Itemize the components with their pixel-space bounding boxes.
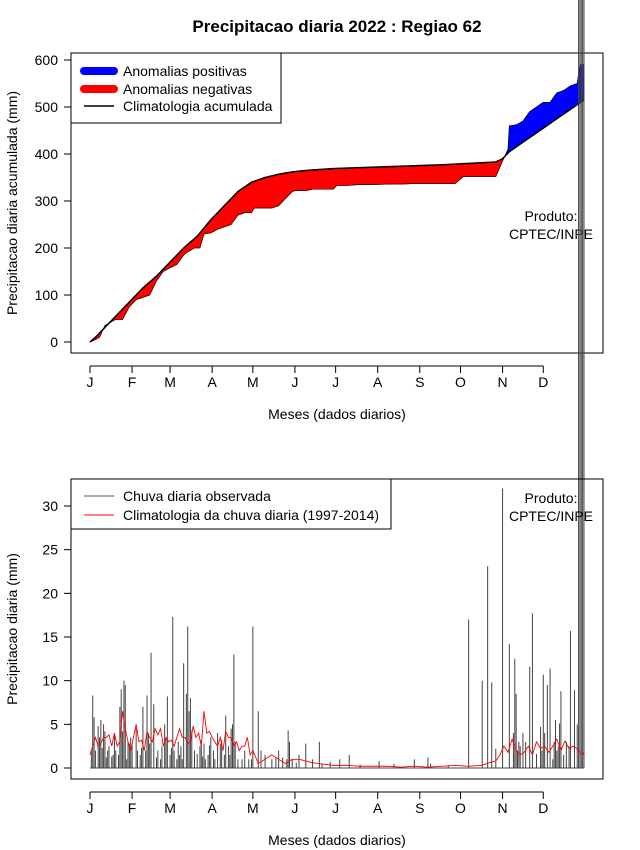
y-tick-label-1-3: 300: [35, 193, 59, 209]
daily-chart: 0 5 10 15 20 25 30 J F M A M J J A S O N D Precipitacao d…: [4, 0, 604, 848]
product-label-1: Produto:: [525, 208, 578, 224]
x-tick-label-2-8: S: [415, 800, 424, 816]
legend-box-2: [70, 478, 392, 530]
y-tick-label-2-4: 20: [42, 585, 58, 601]
x-tick-label-1-11: D: [538, 374, 548, 390]
y-tick-label-1-4: 400: [35, 146, 59, 162]
x-tick-label-1-8: S: [415, 374, 424, 390]
y-axis-2: 0 5 10 15 20 25 30: [42, 498, 71, 776]
x-tick-label-1-1: F: [128, 374, 137, 390]
y-tick-label-2-1: 5: [50, 716, 58, 732]
y-tick-label-2-0: 0: [50, 760, 58, 776]
x-tick-label-1-10: N: [498, 374, 508, 390]
x-tick-label-1-6: J: [332, 374, 339, 390]
x-tick-label-2-6: J: [332, 800, 339, 816]
legend-label-climatology-daily: Climatologia da chuva diaria (1997-2014): [123, 507, 379, 523]
x-tick-label-2-2: M: [164, 800, 176, 816]
y-tick-label-1-5: 500: [35, 99, 59, 115]
x-tick-label-2-7: A: [373, 800, 383, 816]
x-tick-label-1-0: J: [87, 374, 94, 390]
y-tick-label-1-1: 100: [35, 287, 59, 303]
y-axis-label-1: Precipitacao diaria acumulada (mm): [4, 91, 20, 315]
x-tick-label-2-9: O: [455, 800, 466, 816]
observed-cumulative-line: [89, 64, 584, 343]
x-tick-label-1-7: A: [373, 374, 383, 390]
legend-label-negative: Anomalias negativas: [123, 81, 252, 97]
x-axis-label-1: Meses (dados diarios): [268, 406, 406, 422]
x-tick-label-1-5: J: [291, 374, 298, 390]
x-tick-label-1-2: M: [164, 374, 176, 390]
legend-1: Anomalias positivas Anomalias negativas …: [70, 52, 282, 124]
x-tick-label-2-0: J: [87, 800, 94, 816]
x-tick-label-2-11: D: [538, 800, 548, 816]
y-tick-label-2-6: 30: [42, 498, 58, 514]
y-tick-label-1-6: 600: [35, 52, 59, 68]
legend-label-observed: Chuva diaria observada: [123, 488, 271, 504]
y-tick-label-2-2: 10: [42, 673, 58, 689]
y-tick-label-1-2: 200: [35, 240, 59, 256]
legend-2: Chuva diaria observada Climatologia da c…: [70, 478, 392, 530]
x-axis-label-2: Meses (dados diarios): [268, 832, 406, 848]
x-tick-label-2-4: M: [247, 800, 259, 816]
y-tick-label-1-0: 0: [50, 334, 58, 350]
x-tick-label-2-1: F: [128, 800, 137, 816]
y-axis-label-2: Precipitacao diaria (mm): [4, 553, 20, 705]
y-axis-1: 0 100 200 300 400 500 600: [35, 52, 71, 350]
daily-climatology-line: [89, 711, 585, 768]
x-tick-label-1-4: M: [247, 374, 259, 390]
y-tick-label-2-5: 25: [42, 542, 58, 558]
x-tick-label-2-10: N: [498, 800, 508, 816]
product-source-2: CPTEC/INPE: [509, 508, 593, 524]
x-tick-label-2-3: A: [207, 800, 217, 816]
y-tick-label-2-3: 15: [42, 629, 58, 645]
legend-label-climatology: Climatologia acumulada: [123, 98, 273, 114]
plot-frame-1: [70, 52, 604, 354]
product-label-2: Produto:: [525, 490, 578, 506]
climatology-cumulative-line: [89, 99, 585, 343]
daily-rain-bars: [90, 0, 585, 769]
chart-title: Precipitacao diaria 2022 : Regiao 62: [192, 17, 481, 36]
cumulative-chart: 0 100 200 300 400 500 600 J F M A M J J A S O N D Precipi…: [4, 52, 604, 422]
legend-label-positive: Anomalias positivas: [123, 63, 247, 79]
x-tick-label-1-3: A: [207, 374, 217, 390]
x-tick-label-2-5: J: [291, 800, 298, 816]
x-tick-label-1-9: O: [455, 374, 466, 390]
product-source-1: CPTEC/INPE: [509, 226, 593, 242]
